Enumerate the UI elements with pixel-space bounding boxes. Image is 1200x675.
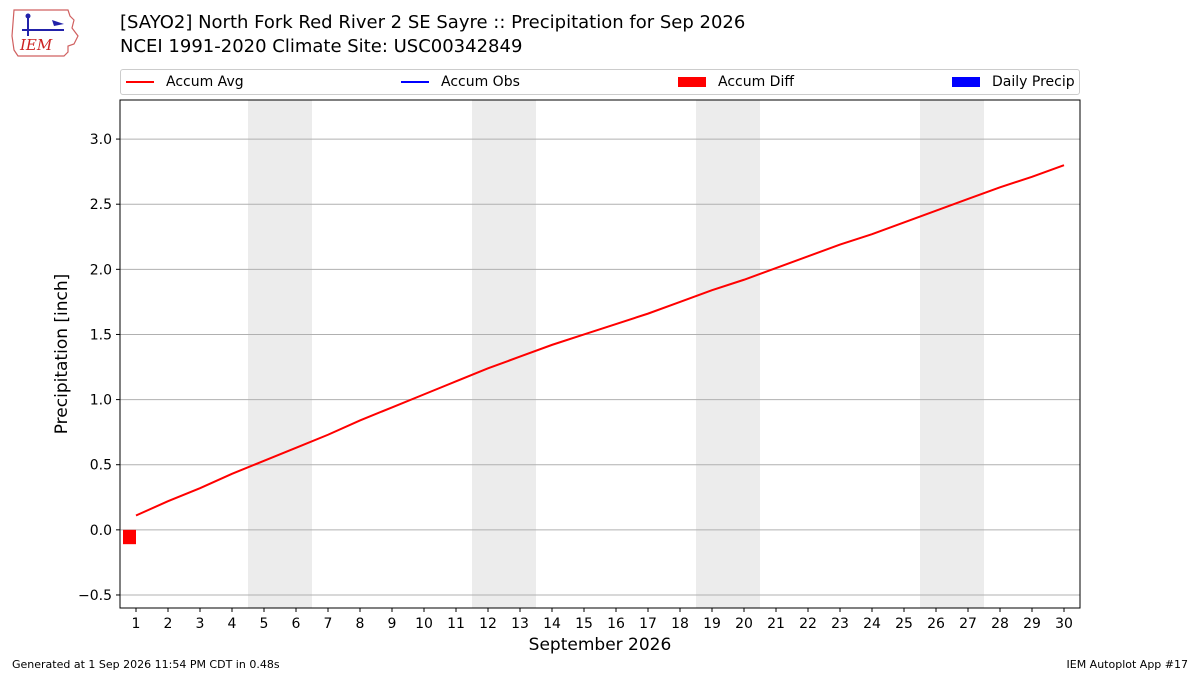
x-tick-label: 19 [703,616,721,632]
x-tick-label: 9 [388,616,397,632]
x-tick-label: 30 [1055,616,1073,632]
y-axis-label: Precipitation [inch] [52,274,72,435]
x-tick-label: 15 [575,616,593,632]
x-tick-label: 21 [767,616,785,632]
legend-swatch [678,77,706,87]
legend-item-daily-precip: Daily Precip [952,70,1075,94]
legend-label: Daily Precip [992,74,1075,90]
x-tick-label: 13 [511,616,529,632]
legend-label: Accum Obs [441,74,520,90]
x-axis-label: September 2026 [529,635,672,655]
y-tick-label: 3.0 [90,132,112,148]
legend-swatch [952,77,980,87]
accum-avg-line [135,164,1065,517]
x-tick-label: 7 [324,616,333,632]
x-tick-label: 12 [479,616,497,632]
x-tick-label: 5 [260,616,269,632]
x-tick-label: 18 [671,616,689,632]
x-tick-label: 20 [735,616,753,632]
y-tick-label: 1.0 [90,393,112,409]
accum-diff-bar [123,529,136,545]
weekend-shade [696,100,760,608]
chart-subtitle: NCEI 1991-2020 Climate Site: USC00342849 [120,36,523,57]
y-tick-label: 1.5 [90,327,112,343]
chart-title: [SAYO2] North Fork Red River 2 SE Sayre … [120,12,746,33]
logo-text: IEM [19,36,53,54]
x-tick-label: 1 [132,616,141,632]
x-tick-label: 27 [959,616,977,632]
iem-logo: IEM [11,9,79,57]
x-tick-label: 16 [607,616,625,632]
legend-label: Accum Avg [166,74,244,90]
plot-frame [119,99,1081,609]
x-tick-label: 2 [164,616,173,632]
legend-swatch [126,81,154,83]
x-tick-label: 22 [799,616,817,632]
y-tick-label: 2.5 [90,197,112,213]
x-tick-label: 29 [1023,616,1041,632]
x-tick-label: 6 [292,616,301,632]
legend-item-accum-diff: Accum Diff [678,70,794,94]
y-tick-label: 0.0 [90,523,112,539]
weekend-shade [920,100,984,608]
chart-legend: Accum Avg Accum Obs Accum Diff Daily Pre… [120,69,1080,95]
x-tick-label: 14 [543,616,561,632]
legend-swatch [401,81,429,83]
weekend-shade [248,100,312,608]
app-credit: IEM Autoplot App #17 [1066,658,1189,671]
y-tick-label: 0.5 [90,458,112,474]
x-tick-label: 26 [927,616,945,632]
x-tick-label: 25 [895,616,913,632]
x-tick-label: 10 [415,616,433,632]
x-tick-label: 3 [196,616,205,632]
x-tick-label: 24 [863,616,881,632]
generated-timestamp: Generated at 1 Sep 2026 11:54 PM CDT in … [12,658,280,671]
y-tick-label: −0.5 [78,588,112,604]
x-tick-label: 23 [831,616,849,632]
x-tick-label: 4 [228,616,237,632]
y-tick-label: 2.0 [90,262,112,278]
legend-label: Accum Diff [718,74,795,90]
x-tick-label: 8 [356,616,365,632]
legend-item-accum-avg: Accum Avg [126,70,244,94]
x-tick-label: 28 [991,616,1009,632]
x-tick-label: 11 [447,616,465,632]
x-tick-label: 17 [639,616,657,632]
legend-item-accum-obs: Accum Obs [401,70,520,94]
